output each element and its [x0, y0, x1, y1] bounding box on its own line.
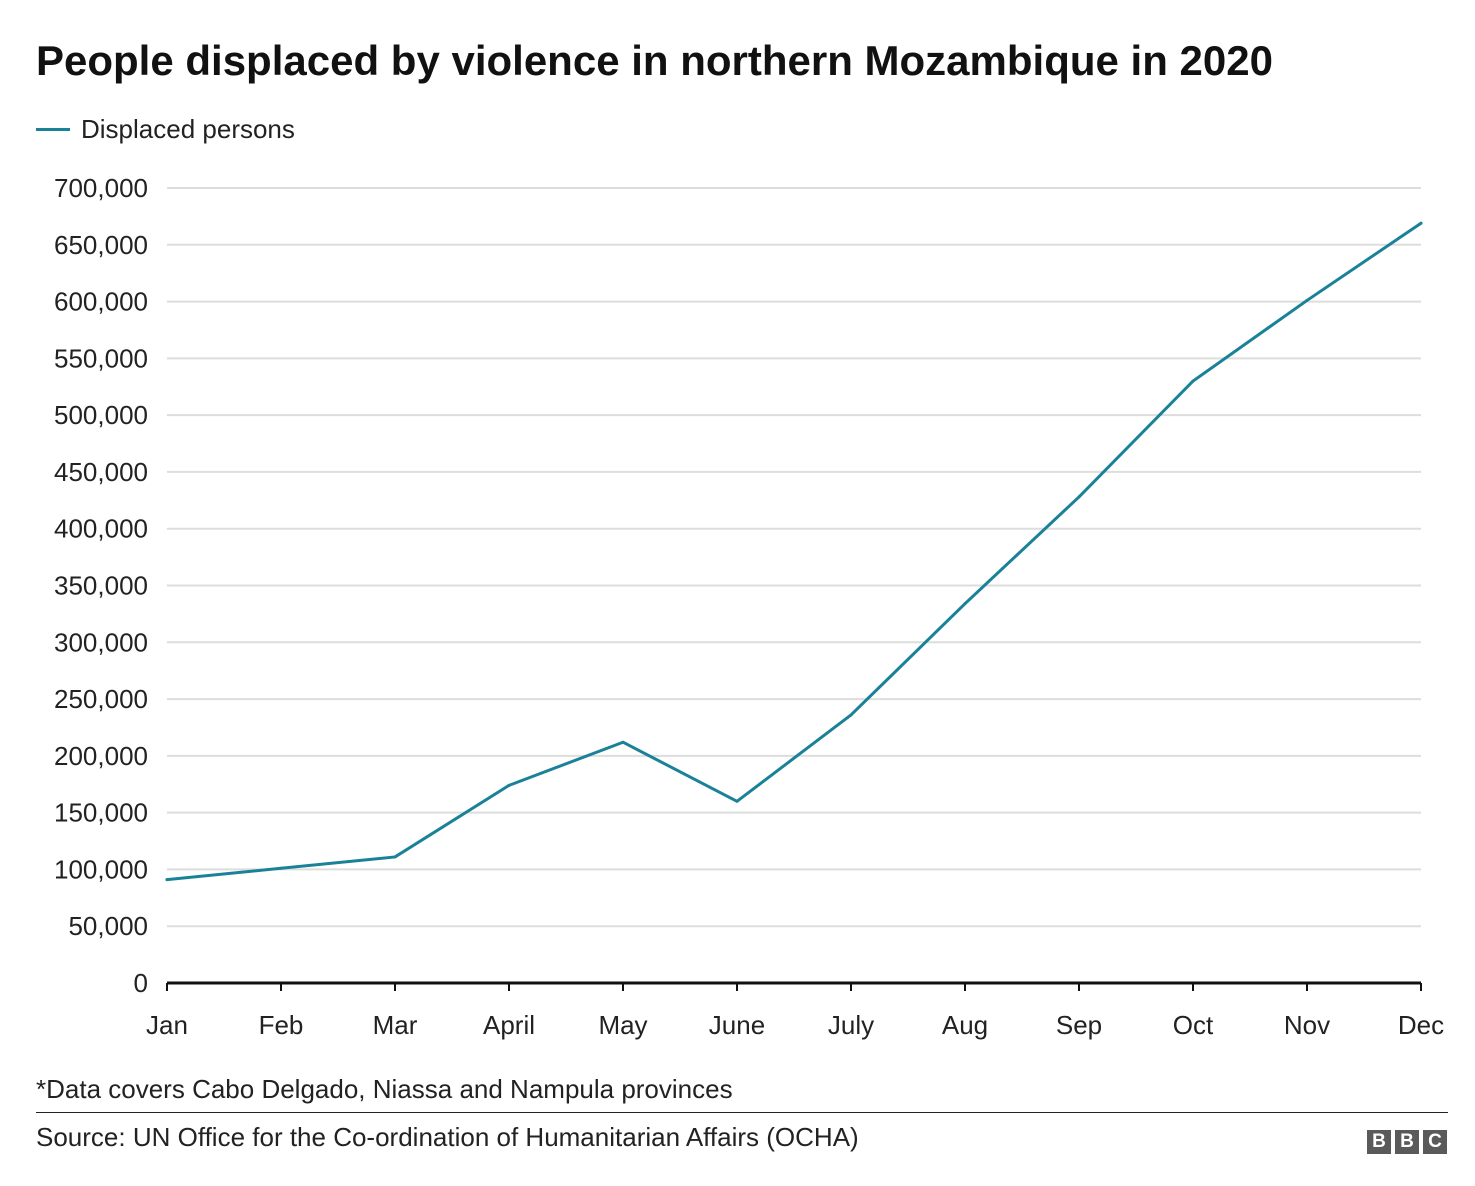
x-axis-ticks: Jan Feb Mar April May June July Aug Sep Oct Nov Dec	[146, 983, 1444, 1040]
legend-swatch	[36, 128, 70, 131]
bbc-logo: B B C	[1367, 1130, 1451, 1154]
y-tick-label: 550,000	[54, 343, 148, 373]
y-tick-label: 100,000	[54, 854, 148, 884]
legend: Displaced persons	[36, 114, 295, 145]
y-tick-label: 300,000	[54, 627, 148, 657]
y-tick-label: 50,000	[68, 911, 148, 941]
y-tick-label: 500,000	[54, 400, 148, 430]
y-tick-label: 250,000	[54, 684, 148, 714]
data-point-feb	[279, 866, 283, 870]
x-tick-label: Dec	[1398, 1010, 1444, 1040]
y-tick-label: 150,000	[54, 798, 148, 828]
logo-letter: B	[1395, 1130, 1419, 1154]
x-tick-label: Sep	[1056, 1010, 1102, 1040]
source-note: Source: UN Office for the Co-ordination …	[36, 1122, 859, 1152]
logo-letter: B	[1367, 1130, 1391, 1154]
x-tick-label: June	[709, 1010, 765, 1040]
y-tick-label: 350,000	[54, 571, 148, 601]
x-tick-label: Aug	[942, 1010, 988, 1040]
y-tick-label: 200,000	[54, 741, 148, 771]
data-point-aug	[963, 602, 967, 606]
y-tick-label: 650,000	[54, 230, 148, 260]
y-tick-label: 700,000	[54, 173, 148, 203]
y-axis-ticks: 0 50,000 100,000 150,000 200,000 250,000 300,0…	[54, 173, 148, 998]
gridlines	[167, 187, 1421, 985]
data-point-may	[621, 740, 625, 744]
legend-label: Displaced persons	[81, 114, 295, 144]
y-tick-label: 600,000	[54, 287, 148, 317]
data-point-june	[735, 799, 739, 803]
data-point-april	[507, 783, 511, 787]
footnote: *Data covers Cabo Delgado, Niassa and Na…	[36, 1074, 733, 1104]
x-tick-label: Feb	[259, 1010, 304, 1040]
footer-divider	[36, 1112, 1448, 1113]
x-tick-label: April	[483, 1010, 535, 1040]
data-point-oct	[1191, 379, 1195, 383]
data-point-dec	[1419, 221, 1423, 225]
x-tick-label: Jan	[146, 1010, 188, 1040]
series-layer	[165, 221, 1423, 882]
data-point-jan	[165, 878, 169, 882]
data-point-sep	[1077, 495, 1081, 499]
chart-title: People displaced by violence in northern…	[36, 37, 1273, 84]
series-line-displaced-persons	[165, 221, 1423, 882]
data-point-nov	[1305, 298, 1309, 302]
x-tick-label: Nov	[1284, 1010, 1330, 1040]
line-chart: 0 50,000 100,000 150,000 200,000 250,000 300,0…	[54, 173, 1444, 1040]
data-point-july	[849, 713, 853, 717]
data-point-mar	[393, 855, 397, 859]
x-tick-label: July	[828, 1010, 874, 1040]
y-tick-label: 400,000	[54, 514, 148, 544]
y-tick-label: 450,000	[54, 457, 148, 487]
logo-letter: C	[1423, 1130, 1447, 1154]
x-tick-label: Mar	[373, 1010, 418, 1040]
x-tick-label: May	[598, 1010, 647, 1040]
x-tick-label: Oct	[1173, 1010, 1214, 1040]
y-tick-label: 0	[134, 968, 148, 998]
